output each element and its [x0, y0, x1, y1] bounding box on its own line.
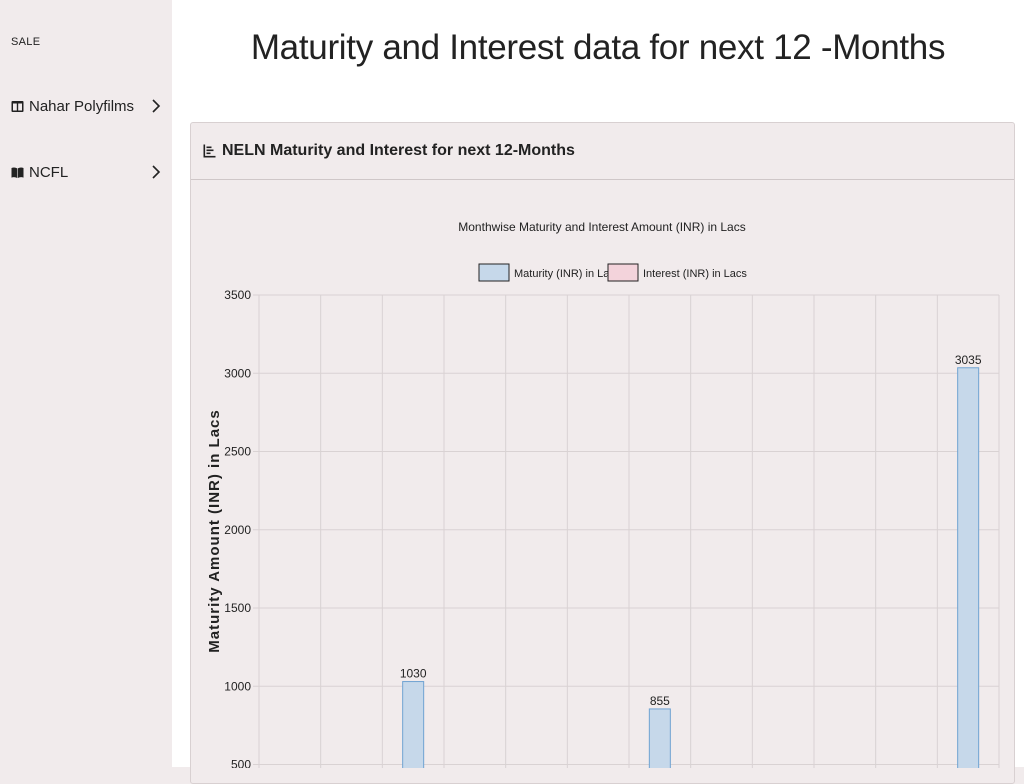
card-title: NELN Maturity and Interest for next 12-M… — [222, 142, 575, 159]
chart: Monthwise Maturity and Interest Amount (… — [206, 220, 1000, 768]
sidebar-item-ncfl[interactable]: NCFL — [11, 160, 161, 184]
legend-swatch-maturity — [478, 263, 510, 282]
main-content: Maturity and Interest data for next 12 -… — [172, 0, 1024, 784]
y-axis-ticks: 500 1000 1500 2000 2500 3000 3500 — [224, 288, 251, 768]
y-tick-label: 2500 — [224, 445, 251, 459]
card-header: NELN Maturity and Interest for next 12-M… — [191, 123, 1014, 180]
y-tick-label: 3000 — [224, 366, 251, 380]
legend-label-interest: Interest (INR) in Lacs — [643, 268, 747, 280]
bar-data-label: 1030 — [400, 667, 427, 681]
chart-card: NELN Maturity and Interest for next 12-M… — [190, 122, 1015, 784]
legend-label-maturity: Maturity (INR) in Lacs — [514, 268, 621, 280]
y-axis-title: Maturity Amount (INR) in Lacs — [206, 409, 223, 652]
chart-bars — [402, 367, 980, 768]
bar-list-icon — [203, 144, 216, 158]
chevron-right-icon[interactable] — [151, 165, 161, 179]
chart-legend: Maturity (INR) in Lacs Interest (INR) in… — [478, 263, 747, 282]
chart-data-labels: 1030 855 3035 — [400, 353, 982, 708]
bar-maturity — [648, 708, 671, 768]
sidebar-item-label: NCFL — [29, 163, 69, 181]
y-tick-label: 2000 — [224, 523, 251, 537]
chart-title: Monthwise Maturity and Interest Amount (… — [458, 220, 745, 234]
page-title: Maturity and Interest data for next 12 -… — [250, 28, 946, 67]
sidebar-heading: SALE — [11, 36, 41, 48]
y-tick-label: 500 — [231, 758, 251, 769]
legend-swatch-interest — [607, 263, 639, 282]
y-tick-label: 1500 — [224, 601, 251, 615]
bar-data-label: 3035 — [955, 353, 982, 367]
columns-icon — [11, 100, 24, 112]
bar-maturity — [957, 367, 980, 768]
sidebar-item-label: Nahar Polyfilms — [29, 97, 135, 115]
chevron-right-icon[interactable] — [151, 99, 161, 113]
legend-item-maturity[interactable]: Maturity (INR) in Lacs — [478, 263, 621, 282]
chart-grid — [253, 294, 1000, 768]
bar-data-label: 855 — [650, 694, 670, 708]
sidebar: SALE Nahar Polyfilms NCFL — [0, 0, 173, 767]
y-tick-label: 1000 — [224, 679, 251, 693]
bar-maturity — [402, 681, 425, 768]
y-tick-label: 3500 — [224, 288, 251, 302]
book-icon — [11, 166, 24, 178]
sidebar-item-nahar-polyfilms[interactable]: Nahar Polyfilms — [11, 94, 161, 118]
legend-item-interest[interactable]: Interest (INR) in Lacs — [607, 263, 747, 282]
